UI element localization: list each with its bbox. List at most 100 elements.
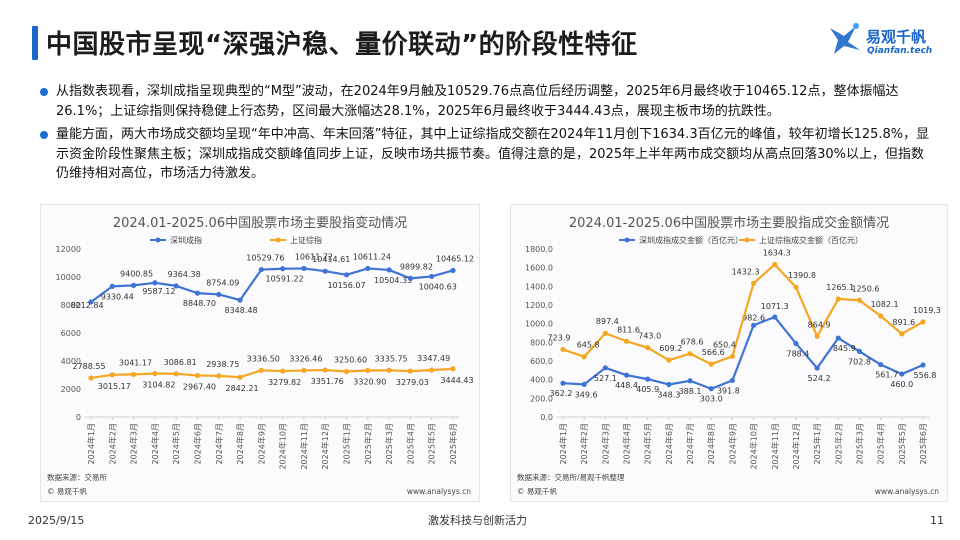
data-point xyxy=(835,335,841,341)
data-label: 1634.3 xyxy=(763,248,791,257)
data-label: 460.0 xyxy=(890,380,913,389)
data-label: 3250.60 xyxy=(334,355,367,364)
x-tick-label: 2024年1月 xyxy=(86,423,96,464)
data-point xyxy=(152,280,158,286)
x-tick-label: 2024年1月 xyxy=(558,423,568,464)
x-tick-label: 2024年6月 xyxy=(664,423,674,464)
data-point xyxy=(280,266,286,272)
data-point xyxy=(152,370,158,377)
data-point xyxy=(666,381,672,388)
data-point xyxy=(878,313,884,319)
x-tick-label: 2025年5月 xyxy=(427,423,437,464)
data-point xyxy=(301,265,307,272)
data-point xyxy=(258,266,264,273)
x-tick-label: 2024年4月 xyxy=(622,423,632,464)
data-label: 650.4 xyxy=(713,340,736,349)
data-label: 1019.3 xyxy=(913,306,941,315)
y-tick-label: 6000 xyxy=(61,329,81,338)
y-tick-label: 1200.0 xyxy=(525,301,553,310)
data-point xyxy=(407,368,414,374)
x-tick-label: 2024年4月 xyxy=(150,423,160,464)
data-label: 9587.12 xyxy=(142,287,175,296)
data-point xyxy=(814,333,820,339)
x-tick-label: 2025年6月 xyxy=(918,423,928,464)
data-point xyxy=(429,367,435,373)
data-label: 2788.55 xyxy=(72,362,105,371)
data-label: 8848.70 xyxy=(183,299,216,308)
data-point xyxy=(899,331,905,337)
data-point xyxy=(920,319,926,325)
data-point xyxy=(173,371,179,377)
series-line-1 xyxy=(90,367,454,380)
y-tick-label: 10000 xyxy=(56,273,81,282)
index-chart-panel: 2024.01-2025.06中国股票市场主要股指变动情况 深圳成指 上证综指 0 20… xyxy=(40,204,480,502)
chart-brand: © 易观千帆 xyxy=(47,486,87,496)
data-point xyxy=(687,378,693,384)
x-tick-label: 2024年6月 xyxy=(192,423,202,464)
data-point xyxy=(130,282,137,288)
chart-site: www.analysys.cn xyxy=(407,487,471,496)
data-point xyxy=(258,367,264,373)
data-point xyxy=(750,322,757,328)
data-label: 3104.82 xyxy=(142,381,175,390)
x-tick-label: 2024年11月 xyxy=(299,423,309,470)
series-line-0 xyxy=(562,315,924,390)
brand-domain: Qianfan.tech xyxy=(867,46,933,56)
y-tick-label: 1800.0 xyxy=(525,245,553,254)
data-label: 303.0 xyxy=(700,395,723,404)
x-tick-label: 2024年12月 xyxy=(320,423,330,470)
data-label: 10465.12 xyxy=(436,254,474,263)
data-label: 702.8 xyxy=(848,357,871,366)
legend-dot-0 xyxy=(624,237,630,243)
data-label: 10611.24 xyxy=(353,252,391,261)
data-point xyxy=(237,297,243,303)
data-label: 3351.76 xyxy=(311,377,344,386)
y-tick-label: 1000.0 xyxy=(525,320,553,329)
y-tick-label: 4000 xyxy=(61,357,81,366)
data-label: 864.9 xyxy=(808,320,831,329)
x-tick-label: 2024年7月 xyxy=(214,423,224,464)
data-point xyxy=(343,368,350,375)
data-point xyxy=(708,386,714,392)
data-point xyxy=(173,283,179,289)
y-tick-label: 800.0 xyxy=(530,338,553,347)
data-label: 388.1 xyxy=(679,387,702,396)
x-tick-label: 2025年5月 xyxy=(897,423,907,464)
data-label: 1071.3 xyxy=(761,302,789,311)
x-tick-label: 2025年3月 xyxy=(384,423,394,464)
data-point xyxy=(772,261,778,268)
data-label: 891.6 xyxy=(892,318,915,327)
data-label: 3326.46 xyxy=(289,354,322,363)
data-label: 10504.33 xyxy=(374,276,412,285)
data-point xyxy=(835,296,841,302)
data-point xyxy=(602,365,608,371)
chart-brand: © 易观千帆 xyxy=(517,486,557,496)
x-tick-label: 2024年2月 xyxy=(107,423,117,464)
legend-label: 深圳成指成交金额（百亿元） xyxy=(639,235,743,245)
data-label: 678.6 xyxy=(681,338,704,347)
data-point xyxy=(750,280,757,286)
data-point xyxy=(130,371,137,378)
data-point xyxy=(708,361,714,367)
data-point xyxy=(856,348,863,355)
title-accent-bar xyxy=(32,26,38,60)
data-point xyxy=(687,351,693,357)
data-point xyxy=(301,367,307,374)
data-point xyxy=(109,372,115,378)
series-line-1 xyxy=(562,263,924,366)
x-tick-label: 2024年7月 xyxy=(685,423,695,464)
data-point xyxy=(216,373,222,379)
data-point xyxy=(793,340,799,347)
brand-logo: 易观千帆 Qianfan.tech xyxy=(826,20,946,66)
bullet-text: 从指数表现看，深圳成指呈现典型的“M型”波动，在2024年9月触及10529.7… xyxy=(56,84,899,119)
x-tick-label: 2025年2月 xyxy=(363,423,373,464)
data-label: 8754.09 xyxy=(206,278,239,287)
data-label: 723.9 xyxy=(548,333,571,342)
data-label: 897.4 xyxy=(596,317,619,326)
x-tick-label: 2024年5月 xyxy=(171,423,181,464)
data-point xyxy=(645,376,651,382)
y-tick-label: 600.0 xyxy=(530,357,553,366)
page-title: 中国股市呈现“深强沪稳、量价联动”的阶段性特征 xyxy=(46,30,638,60)
data-label: 9899.82 xyxy=(400,262,433,271)
y-tick-label: 2000 xyxy=(61,385,81,394)
